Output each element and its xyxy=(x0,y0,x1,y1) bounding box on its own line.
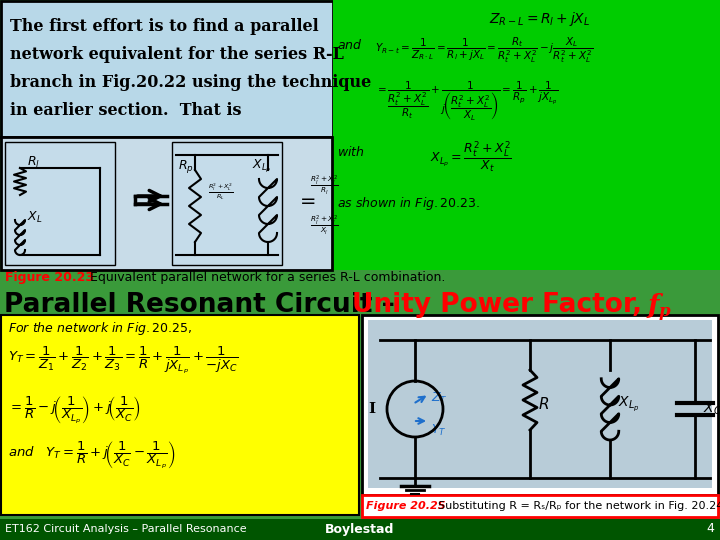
Text: 4: 4 xyxy=(706,523,714,536)
Text: $X_C$: $X_C$ xyxy=(703,401,720,417)
Text: $R_p$: $R_p$ xyxy=(178,158,194,175)
Text: branch in Fig.20.22 using the technique: branch in Fig.20.22 using the technique xyxy=(10,74,372,91)
Text: Figure 20.23: Figure 20.23 xyxy=(5,272,94,285)
Text: $X_{L_p}$: $X_{L_p}$ xyxy=(618,395,639,413)
Text: $Y_T$: $Y_T$ xyxy=(431,423,446,438)
Text: $\frac{R_l^2+X_L^2}{R_L}$: $\frac{R_l^2+X_L^2}{R_L}$ xyxy=(208,182,233,202)
Text: $with$: $with$ xyxy=(337,145,364,159)
FancyBboxPatch shape xyxy=(0,519,720,540)
Text: $and\quad Y_T = \dfrac{1}{R} + j\!\left(\dfrac{1}{X_C} - \dfrac{1}{X_{L_p}}\righ: $and\quad Y_T = \dfrac{1}{R} + j\!\left(… xyxy=(8,440,176,471)
Text: ET162 Circuit Analysis – Parallel Resonance: ET162 Circuit Analysis – Parallel Resona… xyxy=(5,524,247,534)
Text: Figure 20.25: Figure 20.25 xyxy=(366,501,446,511)
Text: Equivalent parallel network for a series R-L combination.: Equivalent parallel network for a series… xyxy=(82,272,446,285)
FancyBboxPatch shape xyxy=(362,315,718,495)
Text: $X_{L_p}$: $X_{L_p}$ xyxy=(252,158,271,175)
Text: $= \dfrac{1}{\dfrac{R_t^2 + X_L^2}{R_t}} + \dfrac{1}{j\!\left(\dfrac{R_t^2 + X_L: $= \dfrac{1}{\dfrac{R_t^2 + X_L^2}{R_t}}… xyxy=(375,80,559,123)
Text: $= \dfrac{1}{R} - j\!\left(\dfrac{1}{X_{L_p}}\right) + j\!\left(\dfrac{1}{X_C}\r: $= \dfrac{1}{R} - j\!\left(\dfrac{1}{X_{… xyxy=(8,395,141,426)
Text: network equivalent for the series R-L: network equivalent for the series R-L xyxy=(10,46,344,63)
FancyBboxPatch shape xyxy=(368,320,712,488)
Text: $For\ the\ network\ in\ Fig.20.25,$: $For\ the\ network\ in\ Fig.20.25,$ xyxy=(8,320,192,337)
Text: $Z_{R-L} = R_l + jX_L$: $Z_{R-L} = R_l + jX_L$ xyxy=(490,10,590,28)
Text: I: I xyxy=(368,402,375,416)
Text: $and$: $and$ xyxy=(337,38,363,52)
Text: $X_{L_p} = \dfrac{R_t^2 + X_L^2}{X_t}$: $X_{L_p} = \dfrac{R_t^2 + X_L^2}{X_t}$ xyxy=(430,140,512,175)
Text: $Z_T$: $Z_T$ xyxy=(431,391,448,406)
Text: $\frac{R_l^2+X_l^2}{X_l}$: $\frac{R_l^2+X_l^2}{X_l}$ xyxy=(310,213,339,237)
Text: The first effort is to find a parallel: The first effort is to find a parallel xyxy=(10,18,319,35)
Text: $as\ shown\ in\ Fig.20.23.$: $as\ shown\ in\ Fig.20.23.$ xyxy=(337,195,480,212)
Text: $\frac{R_l^2+X_l^2}{R_l}$: $\frac{R_l^2+X_l^2}{R_l}$ xyxy=(310,173,339,197)
Text: $X_L$: $X_L$ xyxy=(27,210,42,225)
Text: $R$: $R$ xyxy=(538,396,549,412)
FancyBboxPatch shape xyxy=(5,142,115,265)
FancyBboxPatch shape xyxy=(1,1,333,137)
Text: Unity Power Factor,: Unity Power Factor, xyxy=(352,292,652,318)
FancyBboxPatch shape xyxy=(1,137,332,270)
Text: $=$: $=$ xyxy=(296,191,316,209)
Text: f: f xyxy=(648,293,660,318)
Text: Boylestad: Boylestad xyxy=(325,523,395,536)
Text: Parallel Resonant Circuit –: Parallel Resonant Circuit – xyxy=(4,292,404,318)
Text: Substituting R = Rₛ/Rₚ for the network in Fig. 20.24.: Substituting R = Rₛ/Rₚ for the network i… xyxy=(431,501,720,511)
FancyBboxPatch shape xyxy=(362,495,718,517)
Text: $Y_{R-t} = \dfrac{1}{Z_{R\cdot L}} = \dfrac{1}{R_l + jX_L} = \dfrac{R_t}{R_t^2 +: $Y_{R-t} = \dfrac{1}{Z_{R\cdot L}} = \df… xyxy=(375,35,593,65)
Text: p: p xyxy=(659,303,670,321)
FancyBboxPatch shape xyxy=(333,0,720,270)
Text: $R_l$: $R_l$ xyxy=(27,155,40,170)
FancyBboxPatch shape xyxy=(172,142,282,265)
FancyBboxPatch shape xyxy=(1,315,359,515)
Text: $Y_T = \dfrac{1}{Z_1} + \dfrac{1}{Z_2} + \dfrac{1}{Z_3} = \dfrac{1}{R} + \dfrac{: $Y_T = \dfrac{1}{Z_1} + \dfrac{1}{Z_2} +… xyxy=(8,345,238,376)
Text: in earlier section.  That is: in earlier section. That is xyxy=(10,102,241,119)
